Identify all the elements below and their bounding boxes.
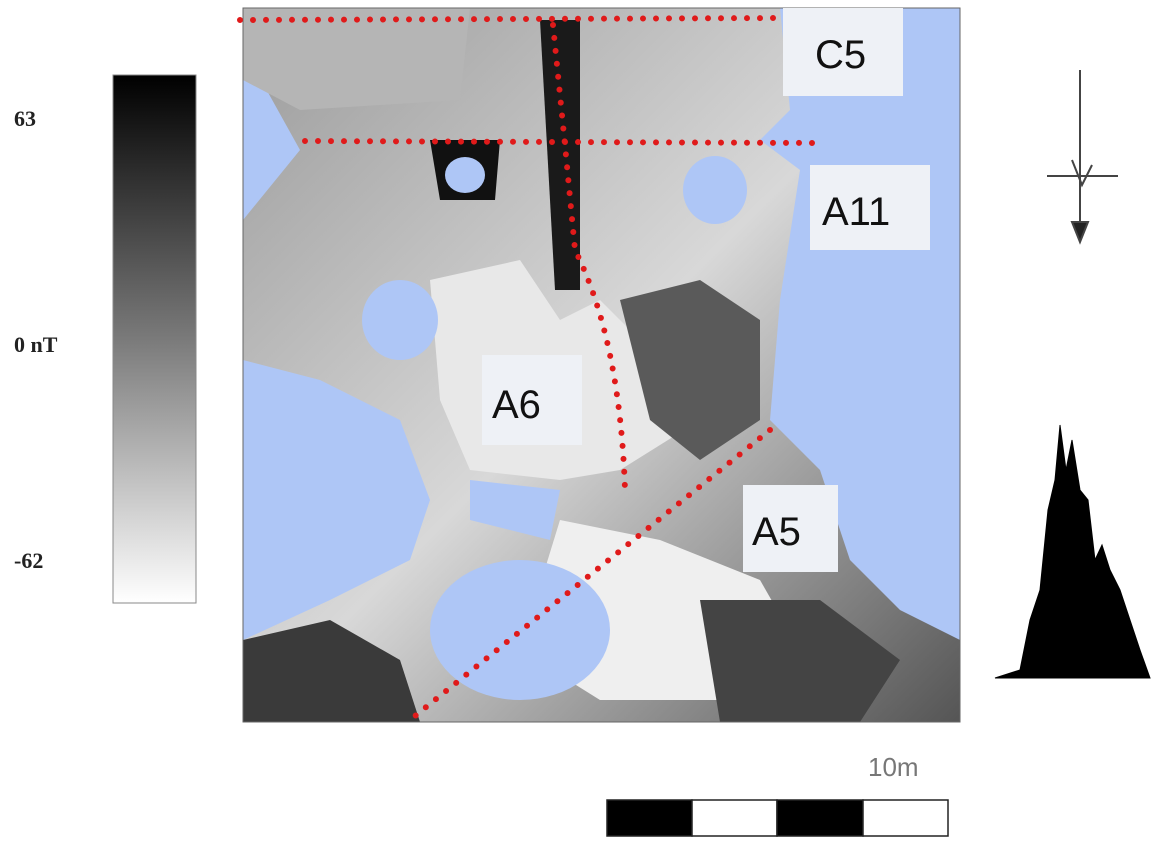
histogram xyxy=(995,425,1150,678)
traverse-label: A11 xyxy=(822,190,890,234)
color-bar-mid: 0 nT xyxy=(14,332,58,357)
scale-bar xyxy=(607,800,948,836)
north-arrow xyxy=(1047,70,1118,242)
traverse-label: A6 xyxy=(492,383,541,427)
color-bar-min: -62 xyxy=(14,548,43,573)
traverse-label: A5 xyxy=(752,510,801,554)
color-bar-max: 63 xyxy=(14,106,36,131)
scale-bar-label: 10m xyxy=(868,752,919,782)
survey-figure: 63 0 nT -62 C5 A11 A6 A5 xyxy=(0,0,1157,843)
color-bar xyxy=(113,75,196,603)
traverse-label: C5 xyxy=(815,33,866,77)
magnetometry-map xyxy=(243,8,960,722)
